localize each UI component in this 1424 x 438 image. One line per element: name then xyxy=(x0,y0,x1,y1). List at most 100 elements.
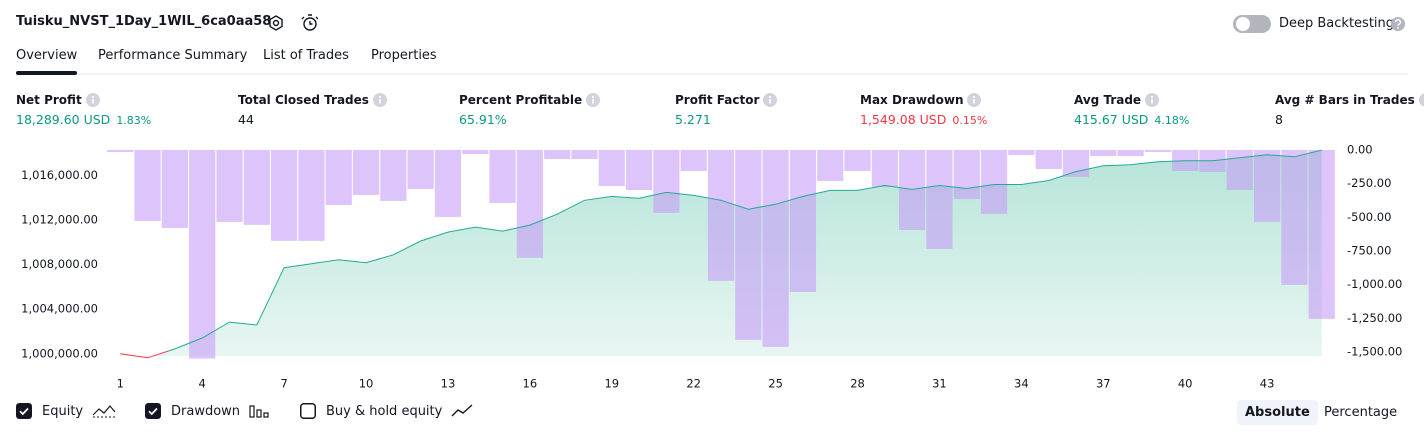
legend-item[interactable]: Drawdown xyxy=(145,403,270,419)
drawdown-bar xyxy=(1226,150,1253,190)
metric-label-text: Avg # Bars in Trades xyxy=(1275,93,1415,107)
x-tick-label: 1 xyxy=(117,377,124,391)
metric-value-text: 44 xyxy=(238,112,254,127)
x-tick-label: 4 xyxy=(199,377,206,391)
drawdown-icon xyxy=(249,405,269,418)
metric-percent: 4.18% xyxy=(1154,114,1190,127)
drawdown-bar xyxy=(380,150,407,201)
drawdown-bar xyxy=(298,150,325,241)
drawdown-bar xyxy=(1035,150,1062,169)
x-tick-label: 37 xyxy=(1096,377,1111,391)
drawdown-bar xyxy=(926,150,953,249)
chart: 1,000,000.00 1,004,000.00 1,008,000.00 1,01… xyxy=(21,143,1402,391)
metric-value: 65.91% xyxy=(459,112,507,127)
metric-label: Profit Factor xyxy=(675,93,778,107)
drawdown-bar xyxy=(1008,150,1035,155)
x-tick-label: 13 xyxy=(441,377,456,391)
x-tick-label: 28 xyxy=(850,377,865,391)
metric-value-text: 1,549.08 USD xyxy=(860,112,947,127)
drawdown-bar xyxy=(1090,150,1117,157)
info-icon[interactable] xyxy=(586,93,601,107)
y2-tick-label: -1,250.00 xyxy=(1347,311,1402,325)
drawdown-bar xyxy=(871,150,898,188)
alert-icon[interactable] xyxy=(301,14,318,31)
checkbox-checked[interactable] xyxy=(145,403,161,419)
metric-value: 18,289.60 USD 1.83% xyxy=(16,112,151,127)
x-tick-label: 31 xyxy=(932,377,947,391)
tab[interactable]: List of Trades xyxy=(263,48,349,63)
tab-divider xyxy=(16,73,1408,75)
info-icon[interactable] xyxy=(372,93,387,107)
y-tick-label: 1,004,000.00 xyxy=(21,302,98,316)
scale-mode-button[interactable]: Percentage xyxy=(1324,405,1398,420)
y-tick-label: 1,016,000.00 xyxy=(21,168,98,182)
x-tick-label: 34 xyxy=(1014,377,1029,391)
x-tick-label: 10 xyxy=(359,377,374,391)
drawdown-bar xyxy=(571,150,598,160)
checkbox[interactable] xyxy=(300,403,316,419)
scale-mode-button[interactable]: Absolute xyxy=(1237,400,1318,425)
drawdown-bar xyxy=(707,150,735,281)
metric-label: Net Profit xyxy=(16,93,100,107)
legend-item[interactable]: Equity xyxy=(16,403,117,419)
tab[interactable]: Performance Summary xyxy=(98,48,248,63)
drawdown-bar xyxy=(1281,150,1308,285)
metric-label-text: Avg Trade xyxy=(1074,93,1142,107)
drawdown-bar xyxy=(1308,150,1335,319)
metric-value-text: 415.67 USD xyxy=(1074,112,1149,127)
info-icon[interactable] xyxy=(967,93,982,107)
info-icon[interactable] xyxy=(1418,93,1424,107)
deep-backtesting-toggle[interactable] xyxy=(1233,14,1271,34)
metric-percent: 1.83% xyxy=(116,114,152,127)
y2-tick-label: -1,500.00 xyxy=(1347,344,1402,358)
drawdown-bar xyxy=(325,150,352,205)
tab[interactable]: Properties xyxy=(371,48,437,63)
drawdown-bar xyxy=(844,150,871,172)
y2-tick-label: -1,000.00 xyxy=(1347,277,1402,291)
settings-icon[interactable] xyxy=(269,15,283,31)
x-tick-label: 25 xyxy=(768,377,783,391)
equity-icon xyxy=(92,405,116,418)
drawdown-bar xyxy=(980,150,1008,214)
metric-label: Percent Profitable xyxy=(459,93,601,107)
info-icon[interactable] xyxy=(1145,93,1160,107)
info-icon[interactable] xyxy=(763,93,778,107)
x-tick-label: 40 xyxy=(1178,377,1193,391)
drawdown-bar xyxy=(899,150,926,230)
toggle-label: Deep Backtesting xyxy=(1279,16,1395,31)
drawdown-bar xyxy=(243,150,270,225)
drawdown-bar xyxy=(489,150,516,203)
drawdown-bar xyxy=(216,150,243,222)
drawdown-bar xyxy=(817,150,844,181)
active-tab-indicator xyxy=(16,71,77,75)
drawdown-bar xyxy=(462,150,489,155)
drawdown-bar xyxy=(434,150,462,217)
drawdown-bar xyxy=(271,150,298,241)
tab[interactable]: Overview xyxy=(16,48,78,63)
equity-line xyxy=(120,149,1322,359)
drawdown-bar xyxy=(189,150,216,359)
metric-value: 1,549.08 USD 0.15% xyxy=(860,112,987,127)
drawdown-bar xyxy=(625,150,653,190)
checkbox-checked[interactable] xyxy=(16,403,32,419)
x-tick-label: 16 xyxy=(523,377,538,391)
strategy-title: Tuisku_NVST_1Day_1WIL_6ca0aa58 xyxy=(16,14,272,29)
metric-value-text: 65.91% xyxy=(459,112,507,127)
x-tick-label: 43 xyxy=(1260,377,1275,391)
help-icon[interactable] xyxy=(1390,16,1406,32)
legend-item[interactable]: Buy & hold equity xyxy=(300,403,474,419)
drawdown-bar xyxy=(1117,150,1144,157)
drawdown-bar xyxy=(544,150,571,160)
info-icon[interactable] xyxy=(85,93,100,107)
metric-value-text: 8 xyxy=(1275,112,1283,127)
drawdown-bar xyxy=(598,150,625,186)
metric-value: 44 xyxy=(238,112,254,127)
toggle-knob[interactable] xyxy=(1236,17,1250,31)
drawdown-bar xyxy=(653,150,680,213)
legend-label: Drawdown xyxy=(171,403,241,419)
drawdown-bar xyxy=(107,150,134,153)
y2-tick-label: 0.00 xyxy=(1347,143,1373,157)
metric-label: Max Drawdown xyxy=(860,93,982,107)
drawdown-bar xyxy=(1144,150,1171,153)
